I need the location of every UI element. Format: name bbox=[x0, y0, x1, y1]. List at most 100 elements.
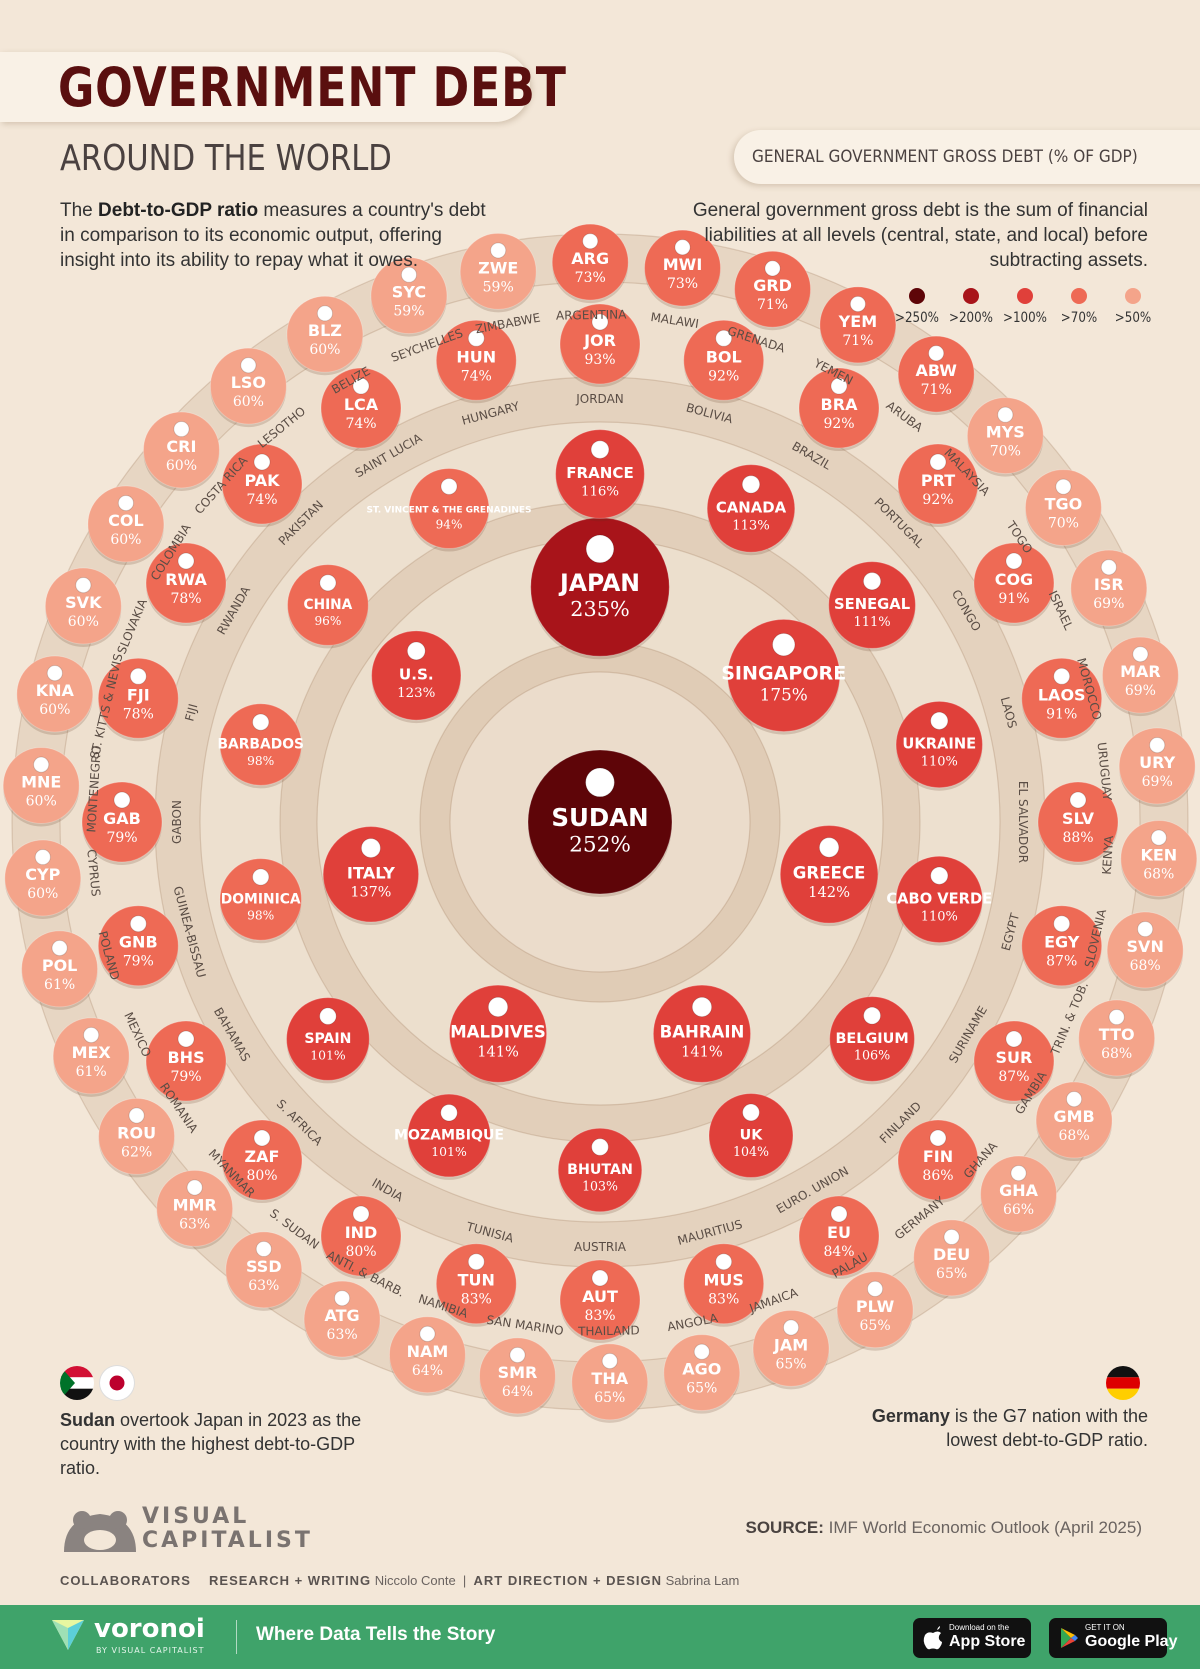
flag-icon bbox=[1132, 646, 1149, 663]
bubble-circle bbox=[913, 1219, 991, 1297]
flag-icon bbox=[601, 1352, 618, 1370]
bubble-circle bbox=[895, 855, 983, 944]
bubble-circle bbox=[555, 429, 645, 519]
flag-icon bbox=[177, 1030, 195, 1048]
bubble-label: DOMINICA bbox=[221, 891, 301, 907]
bubble-label: LCA bbox=[344, 395, 379, 414]
bubble-circle bbox=[16, 655, 94, 733]
app-store-big: App Store bbox=[949, 1633, 1026, 1650]
bubble-value: 116% bbox=[581, 484, 619, 499]
bubble-value: 68% bbox=[1101, 1046, 1132, 1062]
bubble-circle bbox=[734, 250, 812, 328]
bubble-value: 60% bbox=[26, 794, 57, 810]
country-bubble: CANADA 113% bbox=[706, 464, 796, 556]
flag-icon bbox=[1055, 478, 1072, 495]
source-label: SOURCE: bbox=[745, 1518, 824, 1537]
bubble-circle bbox=[559, 1259, 641, 1341]
bubble-value: 104% bbox=[733, 1144, 769, 1159]
bubble-value: 93% bbox=[584, 352, 615, 368]
credits-line: COLLABORATORS RESEARCH + WRITING Niccolo… bbox=[60, 1573, 740, 1588]
bubble-label: SLV bbox=[1062, 809, 1095, 828]
intro-after: measures a country's debt in comparison … bbox=[60, 200, 486, 271]
voronoi-wordmark[interactable]: voronoi bbox=[94, 1614, 205, 1644]
country-bubble: SENEGAL 111% bbox=[828, 561, 916, 652]
bubble-circle bbox=[1037, 781, 1119, 863]
flag-icon bbox=[1005, 552, 1023, 570]
bubble-circle bbox=[4, 839, 82, 917]
bubble-circle bbox=[683, 319, 765, 401]
google-play-big: Google Play bbox=[1085, 1633, 1178, 1650]
bubble-value: 235% bbox=[570, 597, 629, 621]
flag-icon bbox=[591, 1138, 609, 1156]
bubble-circle bbox=[286, 295, 364, 373]
country-bubble: ITALY 137% bbox=[322, 826, 420, 926]
country-name-label: GABON bbox=[170, 800, 184, 844]
flag-icon bbox=[1100, 559, 1117, 576]
bubble-label: BOL bbox=[706, 347, 742, 366]
bubble-circle bbox=[1021, 657, 1103, 739]
country-bubble: GAB 79% GABON bbox=[81, 781, 184, 865]
bubble-label: COL bbox=[108, 511, 144, 530]
bubble-value: 70% bbox=[1048, 516, 1079, 532]
flag-icon bbox=[34, 848, 51, 866]
bubble-value: 252% bbox=[569, 833, 631, 858]
bubble-value: 106% bbox=[854, 1048, 890, 1063]
flag-icon bbox=[782, 1319, 800, 1336]
bubble-label: PAK bbox=[244, 471, 280, 490]
bubble-circle bbox=[388, 1316, 466, 1394]
bubble-label: BARBADOS bbox=[217, 737, 304, 753]
page-title: GOVERNMENT DEBT bbox=[58, 56, 567, 119]
bubble-value: 71% bbox=[757, 297, 788, 313]
flag-icon bbox=[487, 996, 509, 1018]
bubble-circle bbox=[286, 997, 370, 1081]
bubble-value: 69% bbox=[1125, 683, 1156, 699]
bubble-label: UKRAINE bbox=[902, 736, 976, 753]
bubble-value: 69% bbox=[1093, 596, 1124, 612]
flag-icon bbox=[715, 1253, 733, 1271]
bubble-circle bbox=[2, 747, 80, 825]
flag-icon bbox=[1137, 920, 1154, 938]
bubble-label: SUR bbox=[996, 1048, 1033, 1067]
bubble-value: 98% bbox=[247, 754, 274, 768]
bubble-value: 65% bbox=[594, 1390, 625, 1406]
flag-icon bbox=[33, 756, 50, 773]
research-name: Niccolo Conte bbox=[374, 1573, 456, 1588]
flag-icon bbox=[741, 475, 761, 494]
flag-icon bbox=[1065, 1091, 1083, 1108]
bubble-value: 88% bbox=[1062, 830, 1093, 846]
flag-icon bbox=[467, 1253, 485, 1271]
google-play-button[interactable]: GET IT ON Google Play bbox=[1049, 1618, 1177, 1658]
bubble-value: 68% bbox=[1130, 958, 1161, 974]
bubble-value: 78% bbox=[123, 706, 154, 722]
bubble-circle bbox=[527, 749, 673, 895]
legend-label: >250% bbox=[894, 310, 939, 326]
bubble-circle bbox=[459, 232, 537, 310]
bubble-label: MOZAMBIQUE bbox=[394, 1128, 504, 1144]
country-bubble: MNE 60% MONTENEGRO bbox=[2, 745, 104, 833]
bubble-label: MEX bbox=[72, 1043, 112, 1062]
app-store-button[interactable]: Download on the App Store bbox=[913, 1618, 1031, 1658]
bubble-value: 74% bbox=[345, 416, 376, 432]
bubble-circle bbox=[708, 1093, 794, 1179]
flag-icon bbox=[1010, 1165, 1027, 1182]
note-sudan: Sudan overtook Japan in 2023 as the coun… bbox=[60, 1408, 380, 1480]
bubble-label: GMB bbox=[1053, 1107, 1094, 1126]
bubble-value: 141% bbox=[477, 1043, 519, 1060]
bubble-circle bbox=[320, 367, 402, 449]
bubble-circle bbox=[209, 347, 287, 425]
bubble-value: 61% bbox=[76, 1064, 107, 1080]
bubble-value: 111% bbox=[853, 615, 890, 630]
bubble-value: 83% bbox=[708, 1292, 739, 1308]
bubble-circle bbox=[663, 1334, 741, 1412]
intro-text: The Debt-to-GDP ratio measures a country… bbox=[60, 198, 490, 273]
